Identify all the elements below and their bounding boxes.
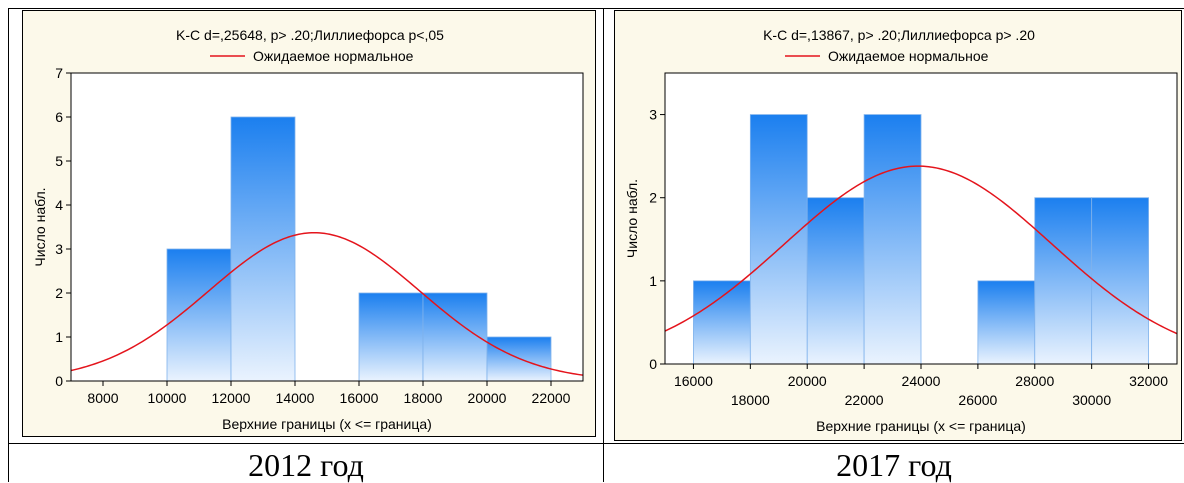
x-axis-label: Верхние границы (x <= граница) <box>816 418 1026 434</box>
x-tick-label: 24000 <box>902 373 941 389</box>
y-tick-label: 6 <box>55 109 63 125</box>
bar-22000-24000 <box>863 114 922 365</box>
x-tick-label: 10000 <box>148 390 187 406</box>
bar-10000-12000 <box>166 248 232 382</box>
bar-20000-22000 <box>806 197 865 365</box>
x-tick-label: 20000 <box>788 373 827 389</box>
caption-2012: 2012 год <box>248 447 364 483</box>
plot-area <box>71 73 583 381</box>
bar-16000-18000 <box>693 280 751 365</box>
chart-panel-2017: K-C d=,13867, p> .20;Лиллиефорса p> .20 О… <box>614 10 1182 441</box>
x-tick-label: 32000 <box>1129 373 1168 389</box>
chart-title: K-C d=,25648, p> .20;Лиллиефорса p<,05 <box>176 27 444 43</box>
y-tick-label: 2 <box>55 285 63 301</box>
x-tick-label: 12000 <box>212 390 251 406</box>
normal-curve <box>71 231 583 376</box>
bar-18000-20000 <box>422 292 488 382</box>
y-tick-label: 7 <box>55 65 63 81</box>
normal-curve <box>665 165 1177 335</box>
histogram-2012: K-C d=,25648, p> .20;Лиллиефорса p<,05 Ож… <box>32 27 584 432</box>
y-tick-label: 1 <box>55 329 63 345</box>
table-border-top <box>8 8 1184 9</box>
x-tick-label: 8000 <box>87 390 118 406</box>
bars <box>693 114 1149 365</box>
caption-2017: 2017 год <box>836 447 952 483</box>
y-tick-label: 3 <box>55 241 63 257</box>
y-axis-label: Число набл. <box>624 179 640 258</box>
table-border-left <box>8 8 9 482</box>
x-tick-label: 26000 <box>958 392 997 408</box>
bar-16000-18000 <box>358 292 424 382</box>
table-border-center <box>603 8 604 482</box>
x-tick-label: 18000 <box>404 390 443 406</box>
bar-28000-30000 <box>1034 197 1093 365</box>
legend-label-normal: Ожидаемое нормальное <box>828 48 989 64</box>
y-tick-label: 2 <box>649 190 657 206</box>
x-tick-label: 22000 <box>532 390 571 406</box>
y-tick-label: 3 <box>649 107 657 123</box>
x-tick-label: 14000 <box>276 390 315 406</box>
x-axis-label: Верхние границы (x <= граница) <box>222 416 432 432</box>
bars <box>166 116 552 382</box>
y-tick-label: 0 <box>55 373 63 389</box>
y-axis-label: Число набл. <box>32 187 48 266</box>
histogram-2017: K-C d=,13867, p> .20;Лиллиефорса p> .20 О… <box>624 27 1178 434</box>
plot-frame <box>70 72 584 382</box>
x-tick-label: 16000 <box>340 390 379 406</box>
bar-18000-20000 <box>749 114 808 365</box>
x-tick-label: 18000 <box>731 392 770 408</box>
y-tick-label: 5 <box>55 153 63 169</box>
x-tick-label: 16000 <box>674 373 713 389</box>
bar-30000-32000 <box>1091 197 1149 365</box>
x-tick-label: 28000 <box>1015 373 1054 389</box>
y-tick-label: 4 <box>55 197 63 213</box>
bar-26000-28000 <box>977 280 1036 365</box>
x-tick-label: 20000 <box>468 390 507 406</box>
x-tick-label: 30000 <box>1072 392 1111 408</box>
y-tick-label: 1 <box>649 273 657 289</box>
chart-panel-2012: K-C d=,25648, p> .20;Лиллиефорса p<,05 Ож… <box>22 10 596 437</box>
y-tick-label: 0 <box>649 356 657 372</box>
x-tick-label: 22000 <box>845 392 884 408</box>
chart-title: K-C d=,13867, p> .20;Лиллиефорса p> .20 <box>763 27 1035 43</box>
table-border-mid <box>8 443 1184 444</box>
legend-label-normal: Ожидаемое нормальное <box>253 48 414 64</box>
